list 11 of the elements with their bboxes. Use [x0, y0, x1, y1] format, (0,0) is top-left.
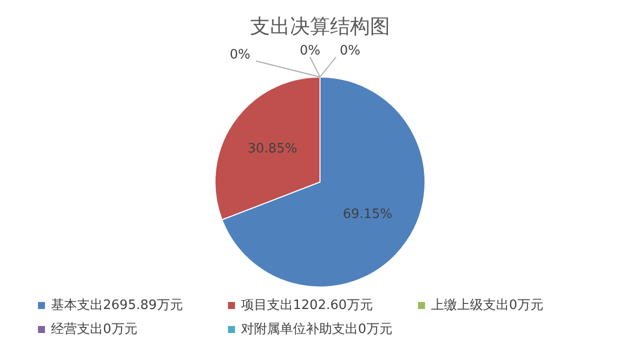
data-label: 30.85% — [248, 142, 298, 157]
text: 0% — [340, 43, 360, 58]
text: 0% — [230, 47, 250, 62]
legend-label: 项目支出1202.60万元 — [241, 297, 373, 314]
legend-label: 基本支出2695.89万元 — [51, 297, 183, 314]
legend-label: 经营支出0万元 — [51, 321, 138, 338]
legend-label: 对附属单位补助支出0万元 — [241, 321, 392, 338]
text: 0% — [300, 43, 320, 58]
data-label: 69.15% — [342, 207, 392, 222]
chart-title: 支出决算结构图 — [250, 14, 390, 38]
legend-label: 上缴上级支出0万元 — [431, 297, 544, 314]
